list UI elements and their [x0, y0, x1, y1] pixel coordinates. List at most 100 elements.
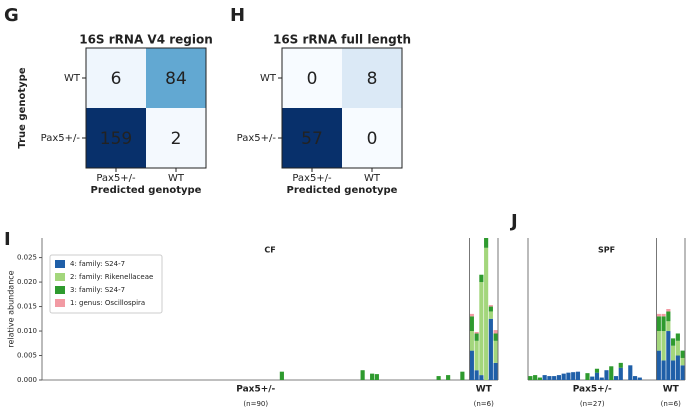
bar-segment — [618, 367, 623, 380]
legend-box — [49, 254, 163, 314]
y-tick-label: 0.025 — [17, 254, 37, 262]
bar-segment — [680, 365, 685, 380]
bar-segment — [469, 331, 474, 351]
heatmap-cell — [146, 108, 206, 168]
bar-segment — [585, 373, 590, 380]
legend-swatch — [55, 260, 65, 268]
bar-segment — [628, 365, 633, 380]
legend-label: 4: family: S24-7 — [70, 260, 125, 268]
cell-value: 2 — [171, 129, 182, 149]
group-size: (n=27) — [580, 400, 605, 408]
bar-segment — [671, 345, 676, 361]
cell-value: 0 — [307, 69, 318, 89]
x-axis-label: Predicted genotype — [287, 185, 398, 196]
bar-segment — [599, 377, 604, 380]
heatmap-cell — [342, 108, 402, 168]
bar-segment — [460, 371, 465, 380]
bar-segment — [604, 370, 609, 380]
bar-segment — [561, 373, 566, 380]
bar-segment — [533, 375, 538, 380]
chart-title: 16S rRNA V4 region — [79, 33, 213, 47]
y-axis-label: True genotype — [17, 67, 28, 148]
heatmap-cell — [282, 108, 342, 168]
panel-letter: I — [4, 229, 11, 250]
bar-segment — [666, 331, 671, 380]
bar-segment — [479, 375, 484, 380]
bar-segment — [370, 373, 375, 380]
bar-segment — [661, 313, 666, 317]
cell-value: 57 — [301, 129, 323, 149]
legend-swatch — [55, 286, 65, 294]
bar-segment — [493, 340, 498, 363]
group-name: Pax5+/- — [236, 385, 275, 395]
heatmap-frame — [281, 47, 403, 169]
bar-segment — [594, 372, 600, 380]
legend-label: 1: genus: Oscillospira — [70, 299, 145, 307]
group-name: WT — [663, 385, 680, 395]
cell-value: 84 — [165, 69, 187, 89]
bar-segment — [436, 376, 441, 380]
chart-title: SPF — [598, 246, 615, 255]
bar-segment — [566, 372, 571, 380]
bar-segment — [488, 311, 493, 319]
bar-segment — [469, 350, 474, 380]
bar-segment — [360, 370, 365, 380]
x-axis-label: Predicted genotype — [91, 185, 202, 196]
bar-segment — [618, 362, 623, 368]
bar-segment — [656, 316, 661, 332]
y-tick-label: WT — [64, 73, 81, 84]
bar-segment — [594, 368, 600, 373]
bar-segment — [661, 360, 666, 380]
heatmap-cell — [146, 48, 206, 108]
group-name: Pax5+/- — [573, 385, 612, 395]
bar-segment — [484, 247, 489, 380]
bar-segment — [661, 316, 666, 332]
bar-segment — [671, 360, 676, 380]
bar-segment — [279, 371, 284, 380]
bar-segment — [479, 274, 484, 283]
y-tick-label: WT — [260, 73, 277, 84]
heatmap-frame — [85, 47, 207, 169]
panel-letter: J — [509, 211, 518, 232]
heatmap-cell — [86, 108, 146, 168]
x-tick-label: Pax5+/- — [292, 173, 332, 184]
panel-letter: G — [4, 5, 19, 26]
bar-segment — [479, 282, 484, 376]
bar-segment — [469, 316, 474, 332]
chart-title: 16S rRNA full length — [273, 33, 411, 47]
y-tick-label: Pax5+/- — [41, 133, 81, 144]
bar-segment — [474, 333, 479, 341]
bar-segment — [474, 370, 479, 380]
chart-title: CF — [264, 246, 275, 255]
bar-segment — [675, 333, 680, 341]
bar-segment — [656, 313, 661, 317]
bar-segment — [632, 376, 638, 380]
bar-segment — [680, 350, 685, 358]
bar-segment — [590, 376, 595, 380]
bar-segment — [666, 311, 671, 322]
bar-segment — [675, 340, 680, 356]
bar-segment — [547, 376, 552, 380]
cell-value: 0 — [367, 129, 378, 149]
bar-segment — [609, 366, 614, 380]
group-size: (n=6) — [474, 400, 494, 408]
y-tick-label: Pax5+/- — [237, 133, 277, 144]
bar-segment — [488, 305, 493, 307]
bar-segment — [493, 362, 498, 380]
y-tick-label: 0.000 — [17, 376, 37, 384]
legend-label: 2: family: Rikenellaceae — [70, 273, 153, 281]
cell-value: 8 — [367, 69, 378, 89]
bar-segment — [671, 338, 676, 346]
bar-segment — [528, 376, 533, 380]
bar-segment — [474, 340, 479, 371]
y-tick-label: 0.010 — [17, 327, 37, 335]
panel-letter: H — [230, 5, 245, 26]
bar-segment — [556, 375, 562, 380]
bar-segment — [493, 333, 498, 341]
legend-swatch — [55, 273, 65, 281]
bar-segment — [675, 355, 680, 380]
bar-segment — [446, 375, 451, 380]
bar-segment — [488, 306, 493, 312]
bar-segment — [680, 357, 685, 366]
